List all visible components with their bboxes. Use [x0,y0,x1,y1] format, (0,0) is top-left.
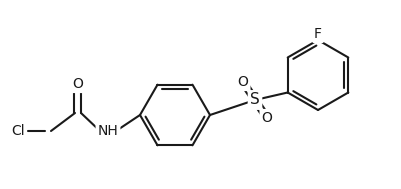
Text: NH: NH [97,124,118,138]
Text: F: F [313,27,321,41]
Text: O: O [261,111,272,125]
Text: O: O [237,75,248,89]
Text: O: O [73,77,83,91]
Text: Cl: Cl [11,124,25,138]
Text: S: S [249,92,259,108]
Text: S: S [249,92,259,108]
